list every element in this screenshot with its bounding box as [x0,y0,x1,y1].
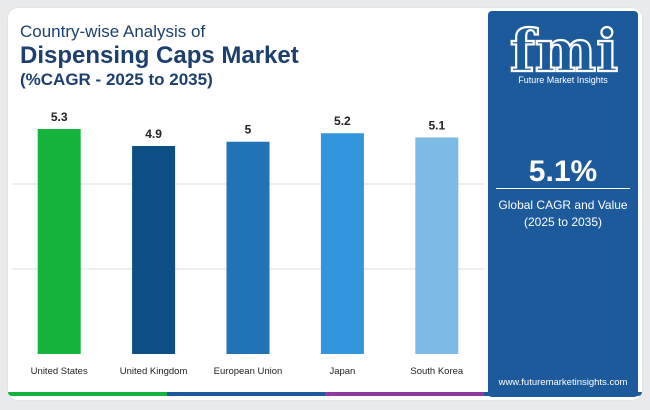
bar [415,137,459,354]
bar [226,141,270,354]
strip-segment [325,392,484,396]
global-cagr-label-line-2: (2025 to 2035) [523,215,603,229]
category-label: European Union [214,366,283,377]
website-link[interactable]: www.futuremarketinsights.com [498,377,628,388]
logo-subtitle: Future Market Insights [518,75,608,85]
global-cagr-value: 5.1% [528,155,598,188]
bar-chart: 5.3 4.9 5 5.2 5.1 United States United Kingdo… [12,110,484,377]
bar [37,129,81,354]
bar-value-label: 5.1 [428,118,445,132]
chart-card: Country-wise Analysis of Dispensing Caps… [8,8,642,400]
category-label: Japan [329,366,355,377]
category-labels: United States United Kingdom European Unio… [31,366,464,377]
global-cagr-label-line-1: Global CAGR and Value [498,198,628,212]
bar-value-label: 5.3 [51,110,68,124]
bar-value-label: 4.9 [145,127,162,141]
bars [37,129,459,354]
divider [496,188,630,189]
category-label: United Kingdom [120,366,188,377]
global-cagr-label: Global CAGR and Value (2025 to 2035) [488,197,638,231]
strip-segment [483,392,642,396]
bar [320,133,364,354]
strip-segment [166,392,325,396]
chart-title: Dispensing Caps Market [20,42,299,69]
bar-value-label: 5 [245,123,252,137]
bar-value-label: 5.2 [334,114,351,128]
logo-wordmark: fmi [510,17,618,79]
title-line-1: Country-wise Analysis of [20,22,206,41]
category-label: United States [31,366,88,377]
value-labels: 5.3 4.9 5 5.2 5.1 [51,110,446,141]
summary-panel: fmi Future Market Insights 5.1% Global C… [488,11,638,397]
fmi-logo-icon: fmi [509,17,620,79]
bar [132,145,176,354]
bottom-color-strip [8,392,642,396]
strip-segment [8,392,167,396]
chart-subtitle: (%CAGR - 2025 to 2035) [20,70,213,89]
category-label: South Korea [410,366,464,377]
